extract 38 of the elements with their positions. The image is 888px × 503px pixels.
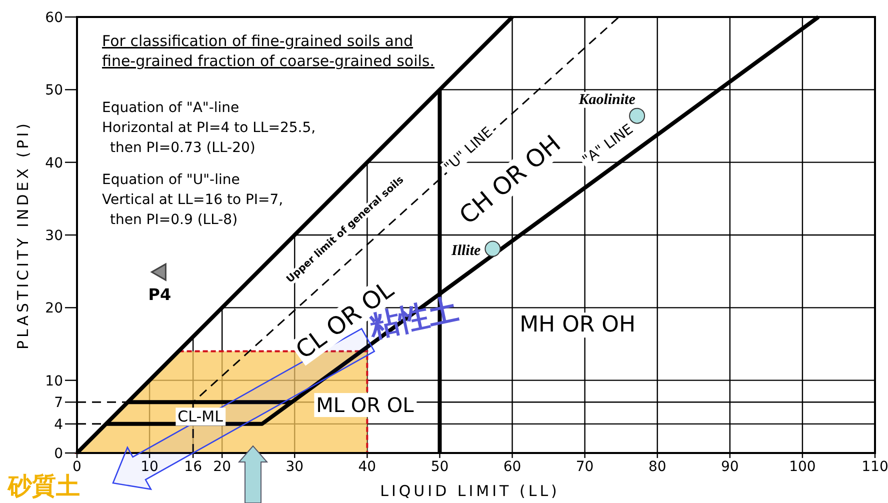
y-tick-label: 30 [45,228,63,244]
y-tick-label: 40 [45,155,63,172]
x-tick-label: 90 [720,459,739,475]
series-label: Kaolinite [578,92,636,108]
y-tick-label: 50 [45,82,63,99]
x-tick-label: 50 [430,459,449,475]
x-tick-label: 10 [140,459,158,475]
annotation: For classification of fine-grained soils and fine-grained fraction of coarse-grained soils. [102,32,435,70]
y-tick-label: 4 [54,416,64,433]
annotation: then PI=0.73 (LL-20) [110,140,256,156]
annotation: Vertical at LL=16 to PI=7, [102,192,284,208]
x-tick-label: 60 [503,459,522,475]
y-tick-label: 60 [45,10,63,26]
x-tick-label: 70 [576,459,594,475]
x-tick-label: 110 [862,459,888,475]
annotation: CL-ML [178,408,224,426]
x-tick-label: 100 [789,459,816,475]
y-tick-label: 10 [45,373,63,390]
series-label: Illite [450,242,482,259]
annotation: Equation of "A"-line [102,100,240,116]
x-tick-label: 80 [648,459,666,475]
annotation: Horizontal at PI=4 to LL=25.5, [102,120,316,136]
x-tick-label: 20 [213,459,232,475]
x-tick-label: 30 [286,459,304,475]
annotation: Equation of "U"-line [102,172,240,188]
y-tick-label: 0 [54,446,63,462]
annotation: then PI=0.9 (LL-8) [110,212,238,228]
y-tick-label: 7 [54,395,63,412]
y-axis-title: PLASTICITY INDEX (PI) [14,120,32,350]
x-tick-label: 0 [72,459,82,475]
text: 砂質土 [7,472,80,500]
series-label: P4 [148,285,172,304]
annotation: ML OR OL [316,393,415,418]
x-tick-label: 40 [358,459,376,475]
x-axis-title: LIQUID LIMIT (LL) [380,482,560,500]
y-tick-label: 20 [45,300,63,317]
annotation: MH OR OH [520,312,636,338]
x-tick-label: 16 [184,459,202,475]
